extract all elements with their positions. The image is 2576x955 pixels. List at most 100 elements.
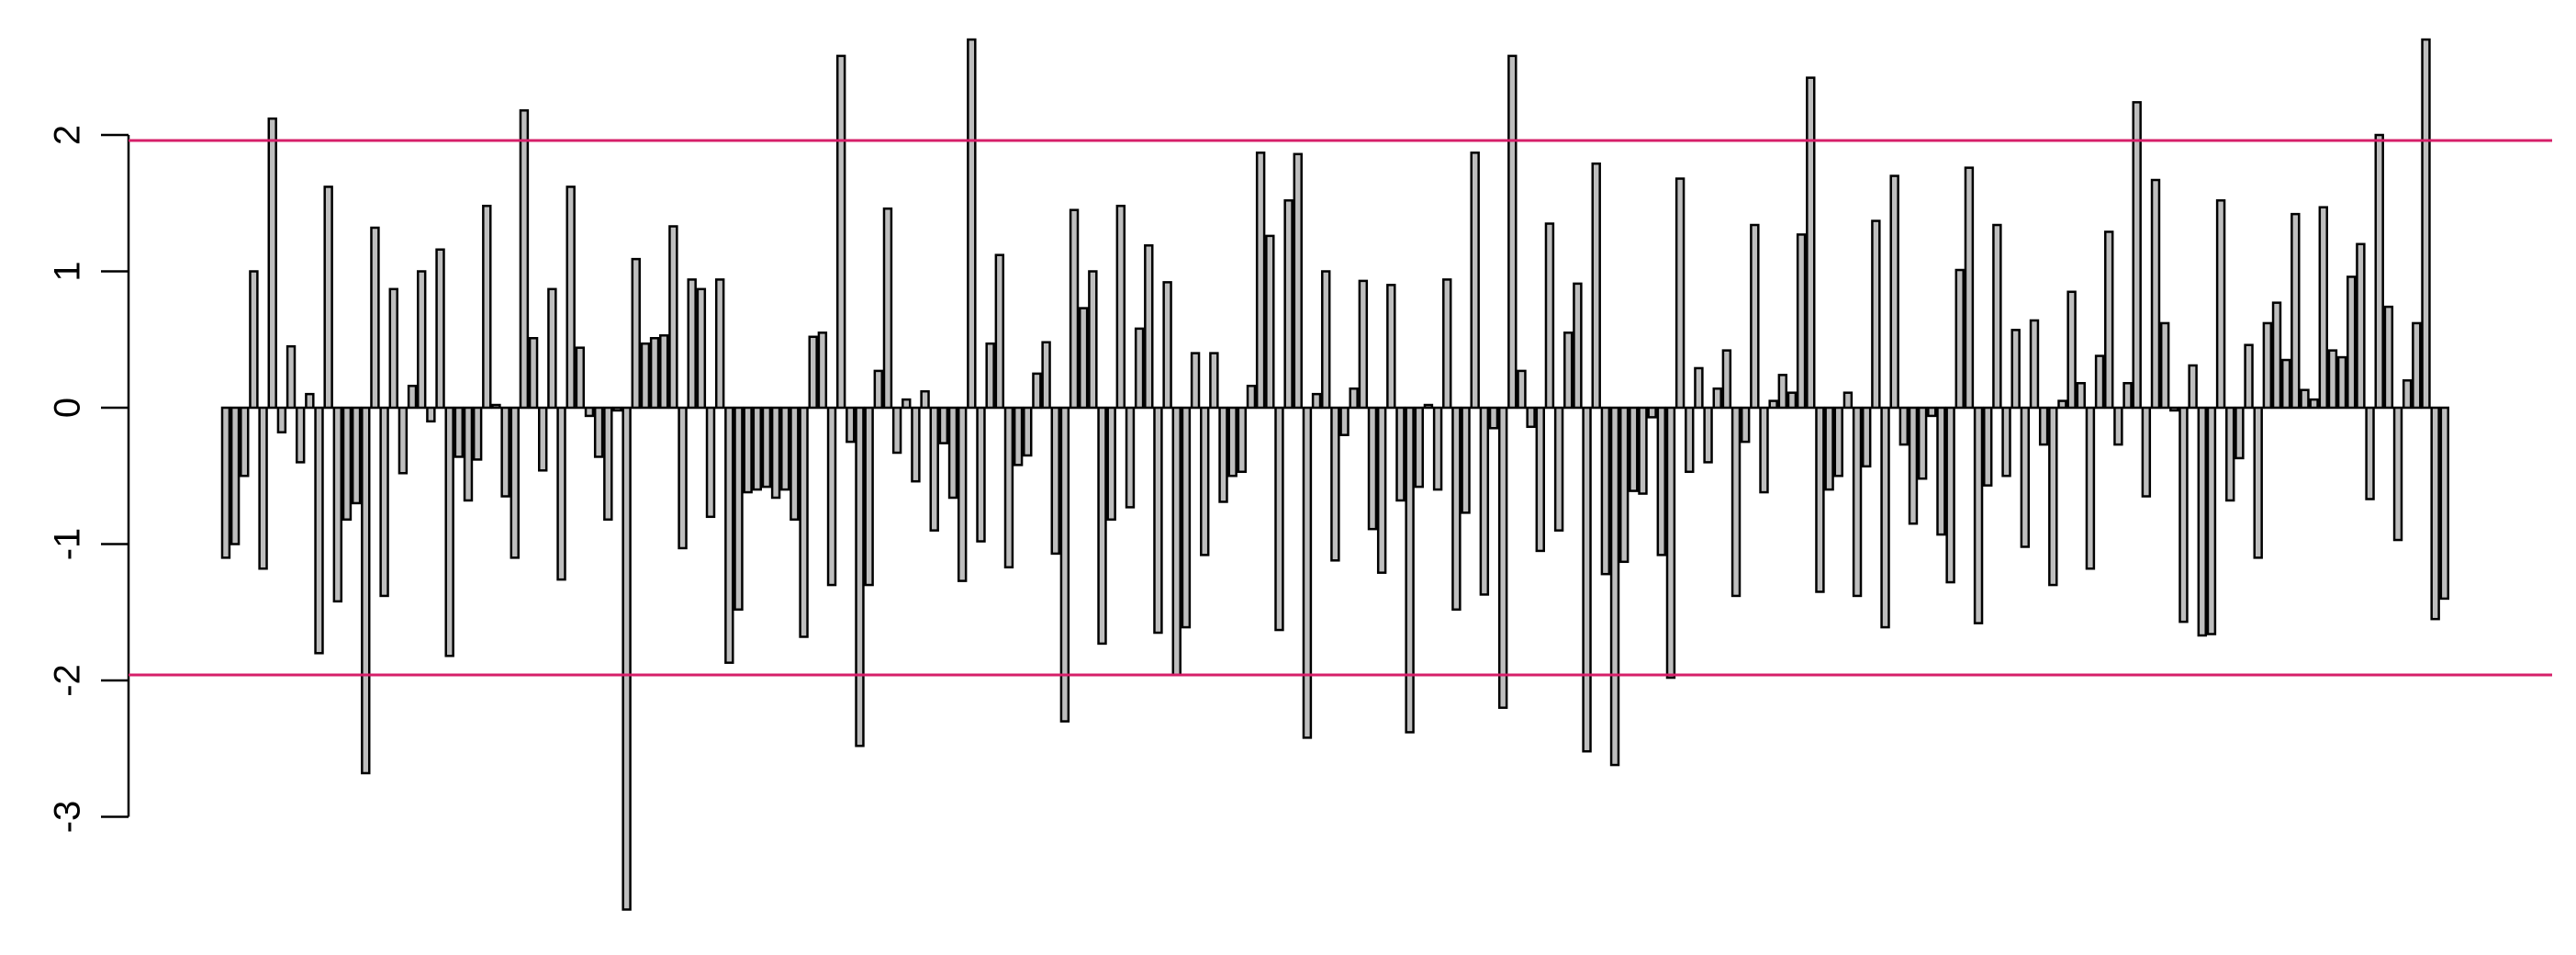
bar [743, 406, 753, 494]
bar [1115, 204, 1126, 410]
bar [1479, 406, 1490, 596]
bar [314, 406, 324, 655]
bar [1638, 406, 1648, 495]
bar [1852, 406, 1863, 598]
bar [1992, 223, 2002, 410]
bar [1647, 406, 1657, 419]
bar [1507, 54, 1518, 410]
bar [1358, 279, 1369, 410]
bar [1629, 406, 1639, 492]
bar [920, 389, 930, 410]
bar [1423, 403, 1434, 410]
bar [631, 257, 641, 410]
bar [1973, 406, 1984, 624]
bar [2392, 406, 2403, 542]
bar [370, 226, 380, 410]
bar [947, 406, 958, 500]
bar [1302, 406, 1313, 739]
bar [1842, 391, 1854, 410]
bar [2234, 406, 2245, 460]
bar [2188, 364, 2198, 410]
bar [2029, 319, 2040, 410]
bar [407, 384, 418, 410]
bar [1023, 406, 1033, 457]
bar [295, 406, 306, 464]
bar [2280, 358, 2291, 410]
bar [985, 342, 995, 410]
bar [2178, 406, 2189, 624]
bar [1815, 406, 1825, 593]
bar [1200, 406, 1210, 556]
bar [1181, 406, 1192, 629]
bar [1162, 281, 1172, 410]
bar [957, 406, 968, 582]
bar [2132, 101, 2142, 410]
bar [1376, 406, 1387, 574]
bar [864, 406, 874, 587]
bar [1544, 222, 1555, 410]
bar [286, 344, 297, 410]
bar [1750, 223, 1760, 410]
bar [1824, 406, 1834, 491]
bar [1582, 406, 1592, 753]
bar [510, 406, 520, 559]
bar [398, 406, 409, 475]
bar [1171, 406, 1182, 677]
bar [1293, 152, 1303, 410]
bar [1721, 349, 1732, 410]
bar [2057, 399, 2067, 410]
bar [799, 406, 809, 638]
bar [1945, 406, 1955, 584]
bar [2113, 406, 2123, 446]
bar [1097, 406, 1107, 646]
bar [2244, 343, 2254, 410]
bar [790, 406, 800, 522]
bar [1461, 406, 1471, 514]
bar [1488, 406, 1499, 430]
bar [2048, 406, 2058, 587]
bar [491, 403, 501, 410]
bar [649, 337, 660, 410]
bar [2346, 275, 2357, 410]
bar [1833, 406, 1843, 478]
bar [612, 406, 622, 412]
bar [547, 287, 557, 410]
bar [1041, 341, 1051, 410]
bar [1395, 406, 1406, 502]
bar [426, 406, 436, 423]
bar [2327, 349, 2338, 410]
bar [1685, 406, 1695, 474]
bar [2290, 212, 2301, 410]
bar [2412, 321, 2422, 410]
bar [463, 406, 474, 502]
y-tick-label: 1 [48, 261, 88, 281]
bar [2421, 38, 2431, 410]
bar [454, 406, 465, 458]
bar [835, 54, 846, 410]
bar [780, 406, 790, 491]
bar [388, 287, 398, 410]
bar [584, 406, 595, 418]
bar [734, 406, 744, 612]
bar [2066, 290, 2077, 410]
bar [752, 406, 762, 491]
bar [566, 185, 576, 410]
bar [305, 392, 315, 410]
bar [1321, 270, 1331, 410]
bar [994, 253, 1005, 410]
bar [1134, 327, 1145, 410]
bar [687, 278, 697, 410]
bar [1367, 406, 1378, 531]
bar [379, 406, 389, 598]
bar [817, 331, 828, 410]
bar [1759, 406, 1769, 494]
bar [2020, 406, 2031, 548]
bar [1609, 406, 1620, 767]
bar [1768, 399, 1778, 410]
bar [882, 207, 893, 410]
bar [724, 406, 734, 664]
bar [1144, 244, 1154, 410]
bar [2318, 206, 2329, 410]
bar [1003, 406, 1014, 568]
bar [761, 406, 772, 489]
